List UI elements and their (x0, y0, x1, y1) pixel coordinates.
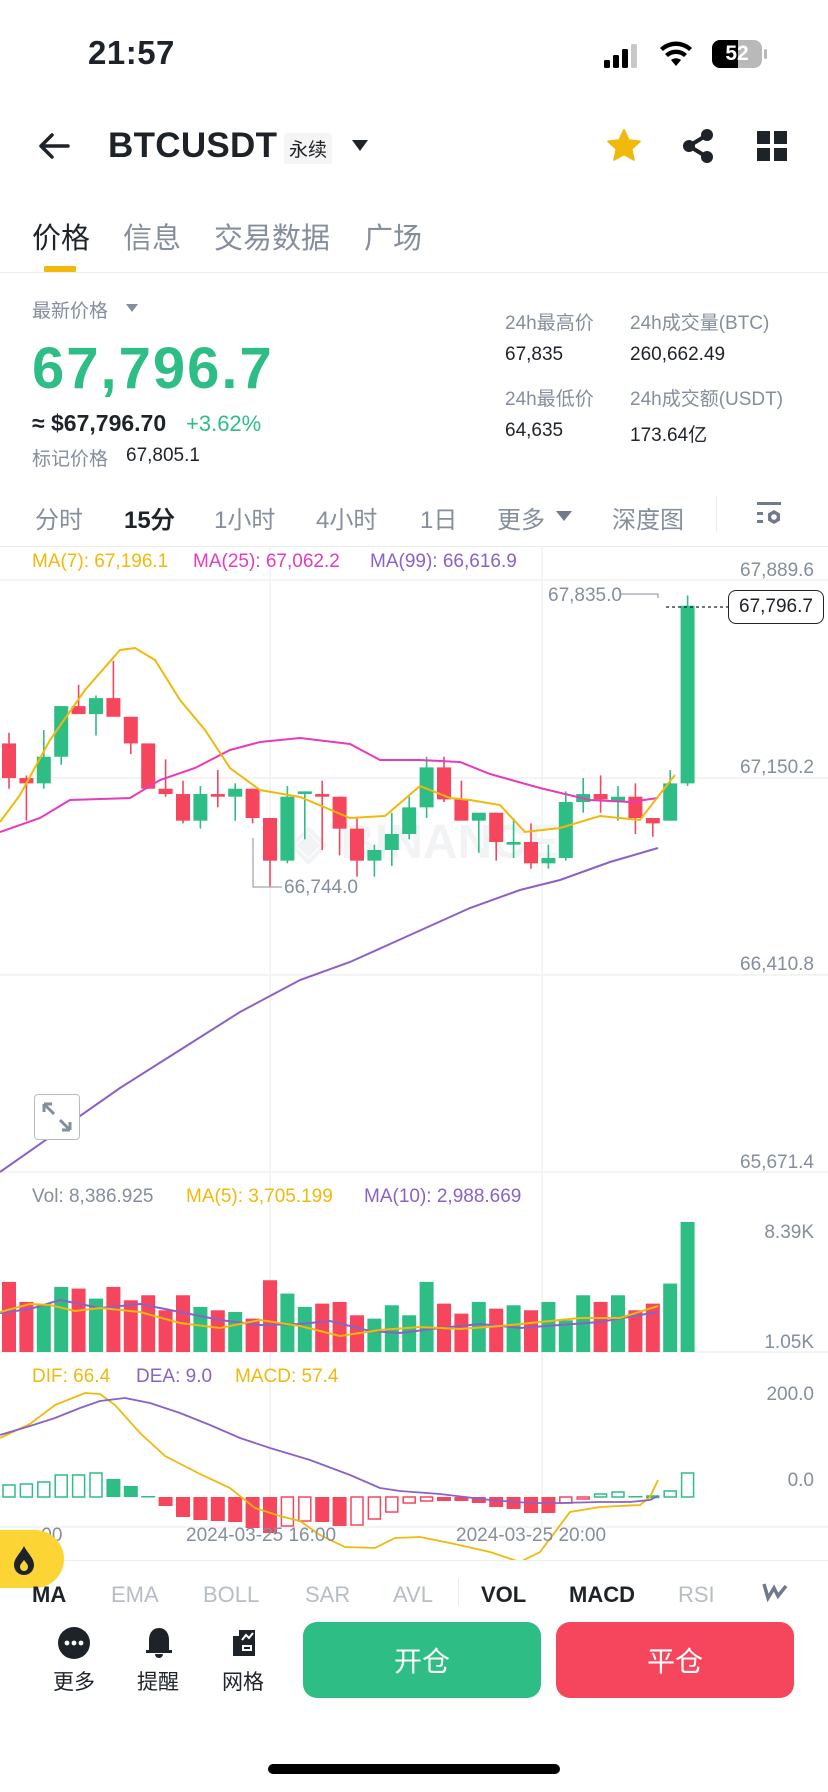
volume-usdt-label: 24h成交额(USDT) (630, 389, 784, 410)
alert-label[interactable]: 提醒 (137, 1671, 179, 1694)
close-position-button[interactable]: 平仓 (556, 1622, 794, 1698)
mark-price-label: 标记价格 (32, 449, 109, 470)
last-price-label[interactable]: 最新价格 (32, 301, 109, 322)
high-24h-label: 24h最高价 (505, 313, 594, 334)
time-axis-divider (0, 1560, 828, 1561)
share-icon[interactable] (678, 126, 718, 166)
flame-icon (14, 1546, 34, 1575)
current-price-tag: 67,796.7 (728, 590, 824, 624)
tab-trading-data[interactable]: 交易数据 (214, 223, 331, 255)
more-label[interactable]: 更多 (53, 1671, 95, 1694)
battery-icon (712, 40, 767, 68)
battery-indicator: 52 (712, 40, 768, 68)
grid-label[interactable]: 网格 (222, 1671, 264, 1694)
high-marker-label: 67,835.0 (548, 585, 622, 606)
tabs-divider (0, 272, 828, 273)
price-axis-label: 67,889.6 (740, 560, 814, 581)
volume-usdt-value: 173.64亿 (630, 425, 708, 446)
time-axis-label: 2024-03-25 16:00 (186, 1525, 337, 1546)
macd-axis-label: 0.0 (787, 1470, 814, 1491)
fullscreen-button[interactable] (34, 1094, 80, 1140)
candlestick-chart[interactable]: ◈ BINANCE (0, 0, 828, 1560)
volume-legend: Vol: 8,386.925 (32, 1186, 154, 1207)
indicator-settings-icon[interactable] (762, 1582, 788, 1602)
volume-ma10-legend: MA(10): 2,988.669 (364, 1186, 522, 1207)
macd-legend: MACD: 57.4 (235, 1366, 339, 1387)
contract-type-tag: 永续 (284, 133, 333, 164)
dif-legend: DIF: 66.4 (32, 1366, 111, 1387)
high-24h-value: 67,835 (505, 344, 564, 365)
status-time: 21:57 (88, 34, 175, 71)
interval-divider (0, 546, 828, 547)
interval-15m[interactable]: 15分 (124, 507, 175, 534)
bell-icon[interactable] (142, 1626, 176, 1660)
interval-separator (716, 496, 717, 532)
time-axis-label: 2024-03-25 20:00 (456, 1525, 607, 1546)
hot-feature-button[interactable] (0, 1530, 64, 1588)
interval-depth[interactable]: 深度图 (612, 507, 684, 534)
interval-4h[interactable]: 4小时 (316, 507, 378, 534)
active-tab-indicator (44, 266, 76, 272)
interval-1d[interactable]: 1日 (420, 507, 458, 534)
indicator-avl[interactable]: AVL (393, 1582, 433, 1606)
price-axis-label: 65,671.4 (740, 1152, 814, 1173)
open-position-button[interactable]: 开仓 (303, 1622, 541, 1698)
volume-axis-label: 8.39K (764, 1222, 814, 1243)
symbol-dropdown-caret-icon[interactable] (352, 140, 368, 151)
mark-price: 67,805.1 (126, 445, 200, 466)
battery-level: 52 (725, 42, 749, 65)
more-caret-icon[interactable] (556, 511, 572, 521)
interval-more[interactable]: 更多 (497, 507, 545, 534)
macd-axis-label: 200.0 (766, 1384, 814, 1405)
last-price: 67,796.7 (32, 336, 274, 401)
back-arrow-icon[interactable] (34, 126, 74, 166)
grid-menu-icon[interactable] (756, 130, 788, 162)
home-indicator (268, 1764, 560, 1774)
cellular-signal-icon (604, 44, 637, 68)
symbol-title[interactable]: BTCUSDT (108, 126, 278, 165)
low-24h-value: 64,635 (505, 420, 564, 441)
chart-settings-icon[interactable] (754, 500, 784, 530)
indicator-vol[interactable]: VOL (481, 1582, 527, 1606)
indicator-sar[interactable]: SAR (305, 1582, 351, 1606)
grid-trading-icon[interactable] (227, 1626, 261, 1660)
price-axis-label: 66,410.8 (740, 954, 814, 975)
interval-1h[interactable]: 1小时 (214, 507, 276, 534)
interval-timeline[interactable]: 分时 (35, 507, 83, 534)
usd-equivalent: ≈ $67,796.70 (32, 410, 167, 436)
more-icon[interactable] (57, 1626, 91, 1660)
star-icon[interactable] (604, 126, 644, 166)
ma25-legend: MA(25): 67,062.2 (193, 551, 340, 572)
dea-legend: DEA: 9.0 (136, 1366, 213, 1387)
tab-price[interactable]: 价格 (32, 223, 91, 255)
tab-square[interactable]: 广场 (364, 223, 423, 255)
volume-ma5-legend: MA(5): 3,705.199 (186, 1186, 333, 1207)
indicator-ma[interactable]: MA (32, 1582, 67, 1606)
low-24h-label: 24h最低价 (505, 389, 594, 410)
indicator-ema[interactable]: EMA (111, 1582, 159, 1606)
change-percent: +3.62% (186, 411, 262, 436)
tab-info[interactable]: 信息 (123, 223, 182, 255)
ma99-legend: MA(99): 66,616.9 (370, 551, 517, 572)
low-marker-label: 66,744.0 (284, 877, 358, 898)
indicator-separator (458, 1578, 459, 1606)
price-axis-label: 67,150.2 (740, 757, 814, 778)
expand-icon (42, 1102, 72, 1132)
volume-axis-label: 1.05K (764, 1332, 814, 1353)
indicator-boll[interactable]: BOLL (203, 1582, 260, 1606)
volume-btc-value: 260,662.49 (630, 344, 726, 365)
last-price-caret-icon[interactable] (126, 304, 138, 312)
indicator-macd[interactable]: MACD (569, 1582, 635, 1606)
indicator-rsi[interactable]: RSI (678, 1582, 715, 1606)
ma7-legend: MA(7): 67,196.1 (32, 551, 169, 572)
volume-btc-label: 24h成交量(BTC) (630, 313, 770, 334)
wifi-icon (660, 41, 692, 66)
